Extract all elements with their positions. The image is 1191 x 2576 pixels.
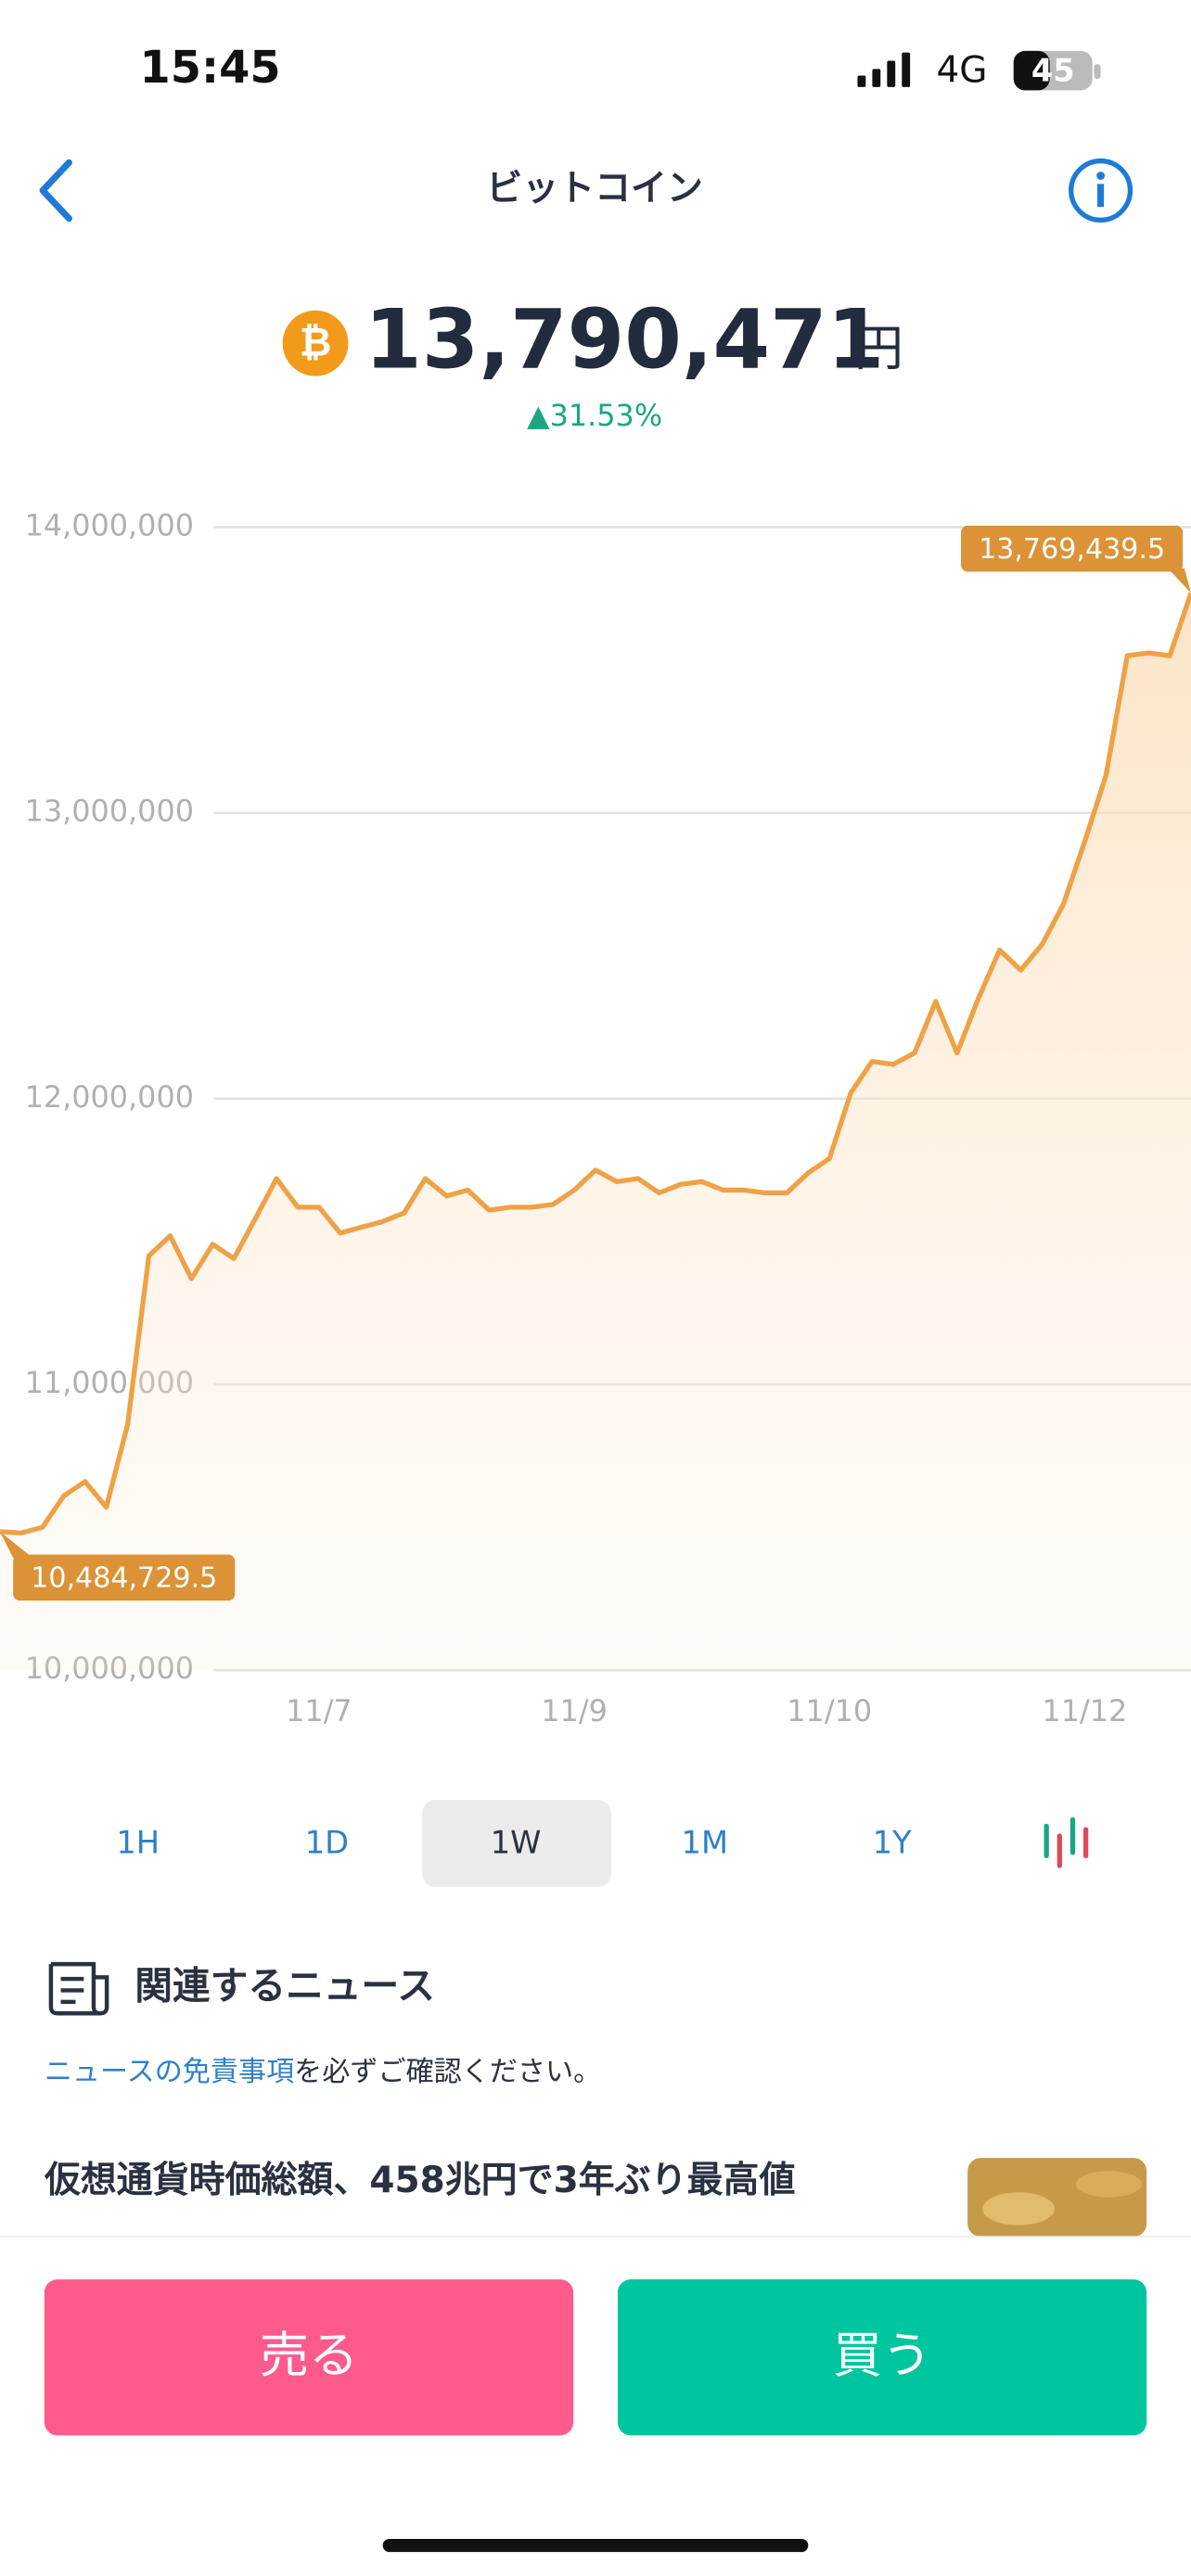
value-label: 10,484,729.5 xyxy=(31,1562,217,1595)
period-button[interactable]: 1W xyxy=(491,1824,542,1860)
info-button[interactable] xyxy=(1069,158,1133,223)
sell-button[interactable] xyxy=(44,2279,574,2436)
period-button[interactable]: 1D xyxy=(305,1824,349,1860)
news-thumbnail[interactable] xyxy=(967,2158,1147,2238)
battery-tip xyxy=(1094,64,1101,80)
price-line xyxy=(0,592,1191,1536)
y-tick-label: 12,000,000 xyxy=(25,1079,194,1115)
page-title: ビットコイン xyxy=(486,168,703,210)
status-time: 15:45 xyxy=(140,43,281,94)
period-button[interactable]: 1Y xyxy=(873,1824,912,1860)
x-tick-label: 11/7 xyxy=(286,1693,352,1728)
buy-label: 買う xyxy=(833,2327,931,2384)
price-chart: 10,000,00011,000,00012,000,00013,000,000… xyxy=(0,507,1191,1728)
period-button[interactable]: 1H xyxy=(116,1824,160,1860)
value-label: 13,769,439.5 xyxy=(979,533,1165,566)
battery-level xyxy=(1013,50,1050,91)
callout-pointer xyxy=(1168,567,1191,593)
price-change: ▲31.53% xyxy=(527,398,662,433)
home-indicator xyxy=(382,2538,809,2553)
news-headline[interactable]: 仮想通貨時価総額、458兆円で3年ぶり最高値 xyxy=(44,2160,796,2201)
x-tick-label: 11/9 xyxy=(541,1693,608,1728)
selected-period-bg xyxy=(422,1800,611,1887)
period-selector: 1H 1D 1W 1M 1Y xyxy=(116,1824,912,1860)
price-unit: 円 xyxy=(854,320,903,377)
x-tick-label: 11/10 xyxy=(787,1693,872,1728)
disclaimer-text: を必ずご確認ください。 xyxy=(294,2056,601,2088)
bitcoin-icon: ₿ xyxy=(282,310,349,376)
svg-text:₿: ₿ xyxy=(300,320,332,365)
area-fill xyxy=(0,593,1191,1671)
y-tick-label: 14,000,000 xyxy=(25,507,194,542)
value-callout xyxy=(13,1554,236,1601)
candlestick-button[interactable] xyxy=(1044,1817,1089,1868)
value-callout xyxy=(961,525,1184,572)
x-tick-label: 11/12 xyxy=(1042,1693,1127,1728)
signal-icon xyxy=(857,52,911,87)
buy-button[interactable] xyxy=(617,2279,1147,2436)
y-tick-label: 13,000,000 xyxy=(25,794,194,829)
news-disclaimer: ニュースの免責事項を必ずご確認ください。 xyxy=(45,2056,601,2088)
news-icon xyxy=(48,1961,109,2016)
news-heading: 関連するニュース xyxy=(134,1964,435,2009)
disclaimer-link[interactable]: ニュースの免責事項 xyxy=(45,2056,294,2088)
sell-label: 売る xyxy=(260,2327,358,2384)
battery-label: 45 xyxy=(1031,52,1075,88)
price-value: 13,790,471 xyxy=(365,291,884,387)
period-button[interactable]: 1M xyxy=(682,1824,728,1860)
back-button[interactable] xyxy=(39,159,72,223)
network-label: 4G xyxy=(936,49,987,91)
